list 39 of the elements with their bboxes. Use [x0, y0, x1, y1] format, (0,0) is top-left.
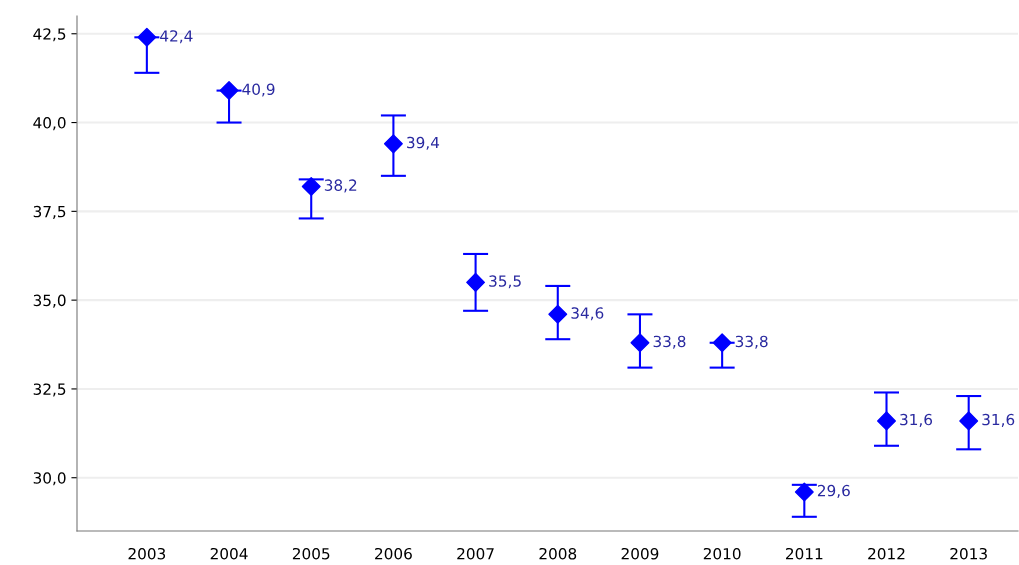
y-tick-label: 30,0	[33, 472, 66, 486]
data-label: 31,6	[900, 413, 933, 427]
point	[219, 81, 239, 101]
data-label: 29,6	[817, 484, 850, 498]
y-tick-label: 35,0	[33, 294, 66, 308]
x-tick-label: 2004	[210, 547, 248, 560]
data-label: 42,4	[160, 30, 193, 44]
data-label: 38,2	[324, 179, 357, 193]
point	[712, 333, 732, 353]
x-tick-label: 2009	[621, 547, 659, 560]
data-label: 31,6	[982, 413, 1015, 427]
x-tick-label: 2011	[786, 547, 823, 560]
x-tick-label: 2005	[292, 547, 330, 560]
x-tick-label: 2008	[539, 547, 577, 560]
point	[794, 482, 814, 502]
y-tick-label: 37,5	[33, 205, 66, 219]
x-tick-label: 2003	[128, 547, 166, 560]
x-tick-label: 2013	[950, 547, 987, 560]
point	[959, 411, 979, 431]
y-tick-label: 40,0	[33, 117, 66, 131]
point	[548, 304, 568, 324]
x-tick-label: 2010	[703, 547, 741, 560]
y-tick-label: 32,5	[33, 383, 66, 397]
x-tick-label: 2007	[457, 547, 494, 560]
point	[301, 177, 321, 196]
point	[383, 134, 403, 154]
x-tick-label: 2012	[868, 547, 905, 560]
point	[630, 333, 650, 353]
x-tick-label: 2006	[375, 547, 412, 560]
point	[137, 27, 157, 47]
data-label: 40,9	[242, 83, 275, 97]
data-label: 35,5	[489, 275, 521, 289]
data-label: 33,8	[735, 335, 768, 349]
data-label: 33,8	[653, 335, 686, 349]
point	[877, 411, 896, 431]
data-label: 34,6	[571, 307, 604, 321]
y-tick-label: 42,5	[33, 28, 66, 42]
data-label: 39,4	[407, 136, 440, 150]
point	[466, 272, 486, 292]
